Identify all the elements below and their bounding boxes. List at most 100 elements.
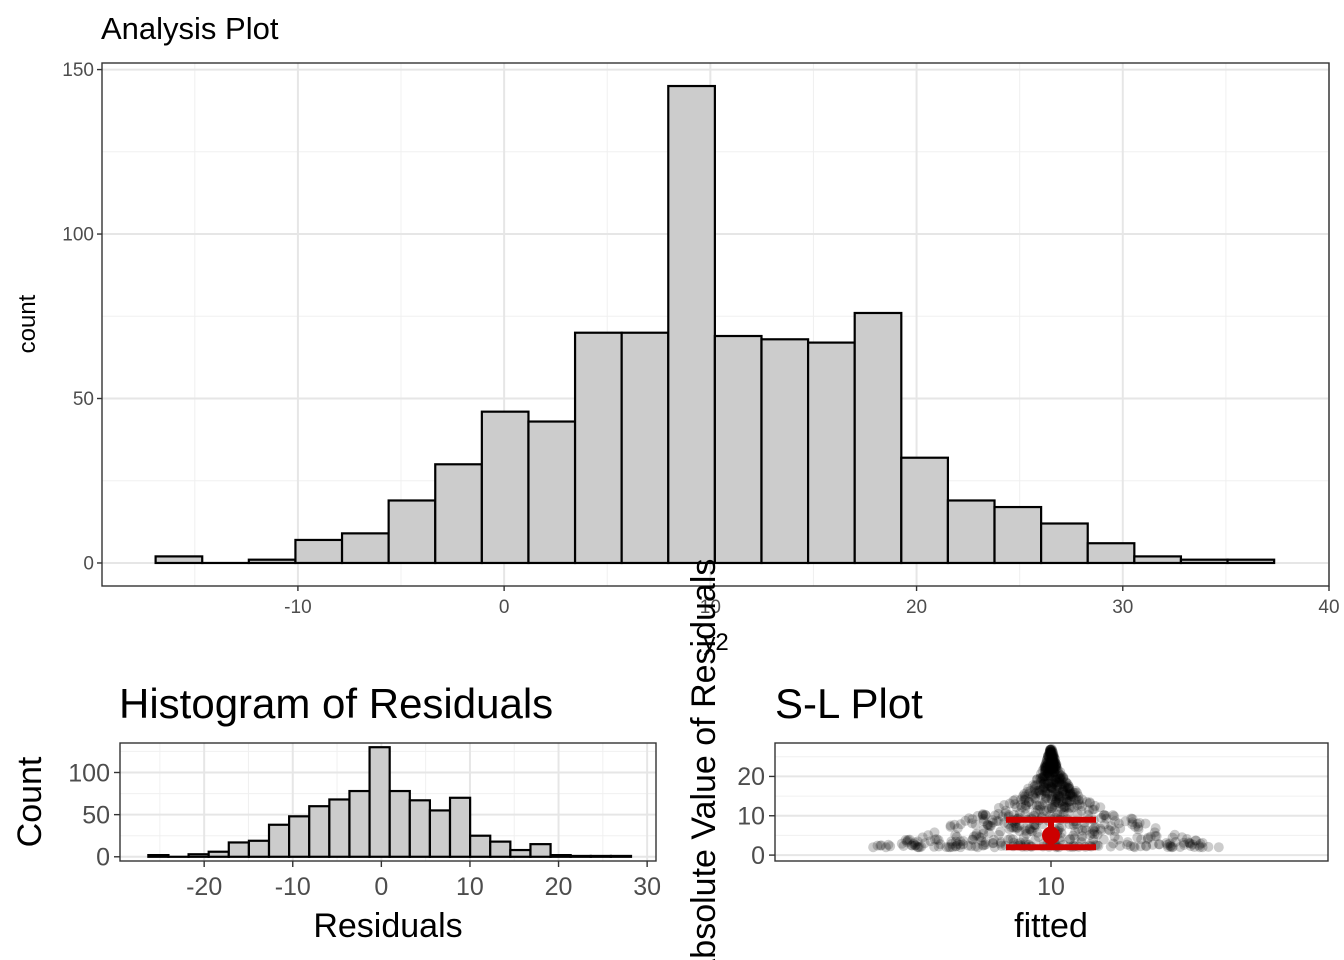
data-point [1048, 778, 1059, 789]
data-point [1045, 757, 1056, 768]
data-point [1037, 774, 1048, 785]
data-point [976, 832, 987, 843]
data-point [985, 821, 996, 832]
x-tick-label: 30 [633, 873, 661, 901]
data-point [1054, 792, 1065, 803]
data-point [1028, 780, 1039, 791]
data-point [1058, 772, 1069, 783]
data-point [1125, 840, 1136, 851]
data-point [904, 834, 915, 845]
data-point [907, 840, 918, 851]
histogram-bar [408, 799, 432, 858]
data-point [1070, 785, 1081, 796]
data-point [1048, 764, 1059, 775]
data-point [1046, 763, 1057, 774]
data-point [1031, 780, 1042, 791]
histogram-bar [147, 853, 170, 858]
data-point [1113, 834, 1124, 845]
y-tick-label: 50 [82, 801, 110, 829]
data-point [1122, 837, 1133, 848]
data-point [1020, 825, 1031, 836]
data-point [970, 841, 981, 852]
data-point [1061, 795, 1072, 806]
data-point [929, 841, 940, 852]
data-point [952, 823, 963, 834]
sl-plot-y-ticks [769, 775, 775, 856]
data-point [1044, 766, 1055, 777]
data-point [1003, 834, 1014, 845]
histogram-bar [368, 746, 391, 858]
histogram-bar [806, 341, 856, 565]
data-point [1068, 792, 1079, 803]
data-point [1048, 756, 1059, 767]
data-point [1039, 771, 1050, 782]
data-point [1046, 777, 1057, 788]
data-point [1046, 793, 1057, 804]
data-point [1063, 808, 1074, 819]
x-tick-label: 10 [700, 597, 721, 618]
data-point [955, 819, 966, 830]
data-point [1030, 807, 1041, 818]
data-point [1076, 834, 1087, 845]
analysis-plot-title: Analysis Plot [101, 11, 279, 46]
data-point [1048, 756, 1059, 767]
data-point [1051, 785, 1062, 796]
data-point [1038, 781, 1049, 792]
data-point [1044, 761, 1055, 772]
data-point [1076, 805, 1087, 816]
data-point [1044, 770, 1055, 781]
data-point [1038, 778, 1049, 789]
data-point [1064, 802, 1075, 813]
data-point [1029, 792, 1040, 803]
data-point [1064, 783, 1075, 794]
data-point [1040, 764, 1051, 775]
data-point [1046, 782, 1057, 793]
data-point [1045, 758, 1056, 769]
data-point [1046, 744, 1057, 755]
data-point [1045, 744, 1056, 755]
data-point [1046, 747, 1057, 758]
data-point [1023, 783, 1034, 794]
data-point [1132, 832, 1143, 843]
data-point [999, 799, 1010, 810]
data-point [1106, 821, 1117, 832]
data-point [1043, 750, 1054, 761]
data-point [1043, 756, 1054, 767]
data-point [1006, 822, 1017, 833]
data-point [1184, 838, 1195, 849]
data-point [1044, 749, 1055, 760]
data-point [1046, 753, 1057, 764]
data-point [968, 831, 979, 842]
data-point [1058, 773, 1069, 784]
data-point [1147, 839, 1158, 850]
data-point [1053, 794, 1064, 805]
data-point [1071, 794, 1082, 805]
data-point [1024, 824, 1035, 835]
data-point [1057, 786, 1068, 797]
data-point [1043, 750, 1054, 761]
data-point [1045, 763, 1056, 774]
data-point [1044, 788, 1055, 799]
histogram-bar [154, 555, 204, 565]
data-point [1045, 744, 1056, 755]
data-point [1055, 779, 1066, 790]
data-point [1090, 821, 1101, 832]
data-point [977, 810, 988, 821]
data-point [1050, 791, 1061, 802]
data-point [1074, 799, 1085, 810]
data-point [980, 839, 991, 850]
data-point [1068, 802, 1079, 813]
data-point [1047, 751, 1058, 762]
data-point [1073, 823, 1084, 834]
data-point [1046, 761, 1057, 772]
histogram-bar [469, 834, 492, 858]
data-point [1040, 786, 1051, 797]
data-point [1047, 746, 1058, 757]
data-point [1081, 796, 1092, 807]
data-point [1038, 783, 1049, 794]
data-point [1101, 813, 1112, 824]
data-point [1077, 831, 1088, 842]
data-point [1041, 806, 1052, 817]
data-point [1035, 773, 1046, 784]
data-point [1150, 823, 1161, 834]
